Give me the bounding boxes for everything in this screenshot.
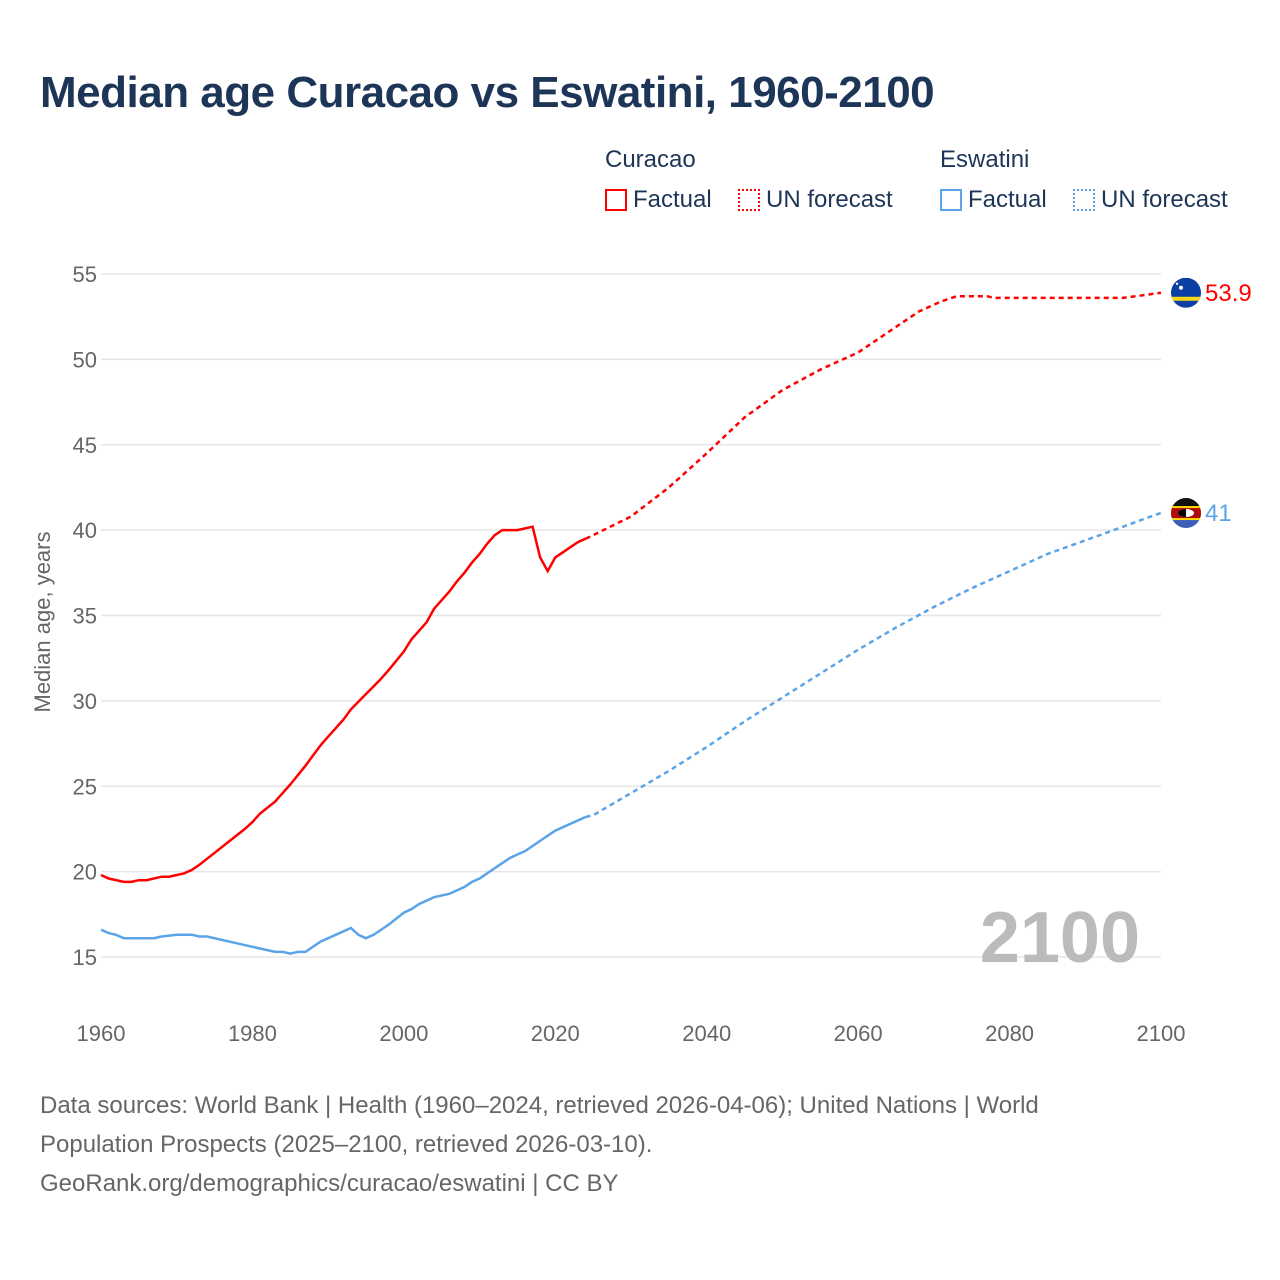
eswatini-flag-icon [1171, 498, 1201, 529]
x-tick-label: 2000 [379, 1021, 428, 1046]
y-tick-label: 45 [73, 433, 97, 458]
legend-curacao-forecast[interactable]: UN forecast [738, 186, 893, 214]
eswatini-forecast-line [585, 511, 1162, 819]
curacao-forecast-line [585, 291, 1162, 540]
legend-group-eswatini: Eswatini [940, 146, 1030, 173]
y-tick-label: 15 [73, 945, 97, 970]
footer-sources-1: Data sources: World Bank | Health (1960–… [40, 1092, 1039, 1119]
legend-swatch-dotted [738, 189, 760, 211]
eswatini-factual-line [100, 815, 587, 955]
legend-group-curacao: Curacao [605, 146, 696, 173]
legend-label: UN forecast [1101, 186, 1228, 213]
year-watermark: 2100 [980, 898, 1140, 978]
y-tick-label: 20 [73, 860, 97, 885]
y-tick-label: 35 [73, 604, 97, 629]
legend-swatch-solid [940, 189, 962, 211]
y-tick-label: 50 [73, 347, 97, 372]
legend-eswatini-forecast[interactable]: UN forecast [1073, 186, 1228, 214]
footer: Data sources: World Bank | Health (1960–… [40, 1086, 1220, 1203]
x-tick-label: 1980 [228, 1021, 277, 1046]
y-axis-label: Median age, years [30, 532, 55, 713]
curacao-end-label: 53.9 [1205, 280, 1252, 307]
x-tick-label: 2060 [834, 1021, 883, 1046]
footer-link[interactable]: GeoRank.org/demographics/curacao/eswatin… [40, 1170, 619, 1197]
y-tick-label: 30 [73, 689, 97, 714]
chart-title: Median age Curacao vs Eswatini, 1960-210… [40, 68, 935, 117]
x-tick-label: 2040 [682, 1021, 731, 1046]
legend-label: Factual [968, 186, 1047, 213]
y-tick-label: 55 [73, 262, 97, 287]
x-tick-label: 1960 [77, 1021, 126, 1046]
y-tick-label: 25 [73, 774, 97, 799]
curacao-factual-line [100, 525, 587, 884]
legend-label: Factual [633, 186, 712, 213]
curacao-flag-icon [1171, 277, 1201, 308]
y-tick-label: 40 [73, 518, 97, 543]
legend-swatch-dotted [1073, 189, 1095, 211]
legend-eswatini-factual[interactable]: Factual [940, 186, 1047, 214]
legend-label: UN forecast [766, 186, 893, 213]
eswatini-end-label: 41 [1205, 500, 1232, 527]
x-tick-label: 2100 [1137, 1021, 1186, 1046]
footer-sources-2: Population Prospects (2025–2100, retriev… [40, 1131, 653, 1158]
legend-swatch-solid [605, 189, 627, 211]
x-tick-label: 2080 [985, 1021, 1034, 1046]
x-tick-label: 2020 [531, 1021, 580, 1046]
legend-curacao-factual[interactable]: Factual [605, 186, 712, 214]
